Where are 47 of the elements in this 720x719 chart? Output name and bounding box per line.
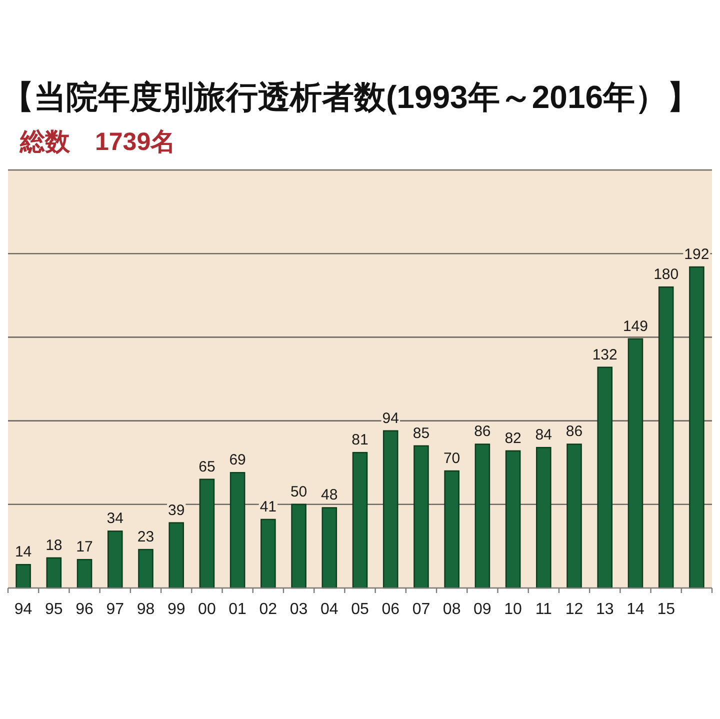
x-tick-label: 99 bbox=[167, 601, 186, 618]
x-tick-label: 98 bbox=[136, 601, 155, 618]
data-label: 94 bbox=[382, 410, 399, 427]
data-label: 14 bbox=[14, 544, 32, 561]
x-tick-label: 00 bbox=[198, 601, 216, 618]
x-tick-label: 11 bbox=[535, 601, 552, 618]
data-label: 50 bbox=[290, 483, 308, 500]
x-tick-label: 12 bbox=[565, 601, 584, 618]
chart-title: 【当院年度別旅行透析者数(1993年～2016年）】 bbox=[2, 79, 700, 115]
x-tick-label: 06 bbox=[382, 601, 400, 618]
x-tick-label: 10 bbox=[504, 601, 522, 618]
x-tick-label: 02 bbox=[259, 601, 278, 618]
data-label: 39 bbox=[168, 502, 185, 519]
x-tick-label: 95 bbox=[45, 601, 63, 618]
x-tick-label: 09 bbox=[474, 601, 492, 618]
x-tick-label: 03 bbox=[290, 601, 308, 618]
data-label: 18 bbox=[46, 536, 62, 554]
data-label: 149 bbox=[622, 318, 648, 335]
data-label: 86 bbox=[566, 423, 583, 440]
data-label: 34 bbox=[106, 510, 124, 528]
x-tick-label: 04 bbox=[320, 601, 338, 618]
data-label: 17 bbox=[76, 538, 93, 556]
data-label: 132 bbox=[592, 346, 618, 364]
x-tick-label: 14 bbox=[626, 601, 644, 618]
x-tick-label: 07 bbox=[412, 601, 430, 618]
data-label: 23 bbox=[137, 528, 154, 546]
data-label: 82 bbox=[504, 430, 522, 447]
data-label: 41 bbox=[260, 498, 277, 516]
x-tick-label: 01 bbox=[228, 601, 247, 618]
data-label: 86 bbox=[474, 423, 491, 440]
data-label: 81 bbox=[352, 432, 368, 449]
data-label: 48 bbox=[321, 486, 338, 504]
x-tick-label: 97 bbox=[106, 601, 124, 618]
x-tick-label: 96 bbox=[76, 601, 94, 618]
data-label: 84 bbox=[535, 426, 552, 444]
data-label: 180 bbox=[654, 266, 679, 284]
data-label: 70 bbox=[443, 450, 460, 467]
data-label: 65 bbox=[198, 458, 216, 476]
x-tick-label: 13 bbox=[596, 601, 614, 618]
data-label: 85 bbox=[412, 424, 430, 442]
x-tick-label: 94 bbox=[14, 601, 32, 618]
data-label: 192 bbox=[684, 246, 710, 263]
x-tick-label: 15 bbox=[657, 601, 676, 618]
data-label: 69 bbox=[229, 452, 246, 469]
x-tick-label: 08 bbox=[442, 601, 461, 618]
x-tick-label: 05 bbox=[351, 601, 369, 618]
chart-subtitle: 総数 1739名 bbox=[19, 128, 176, 156]
